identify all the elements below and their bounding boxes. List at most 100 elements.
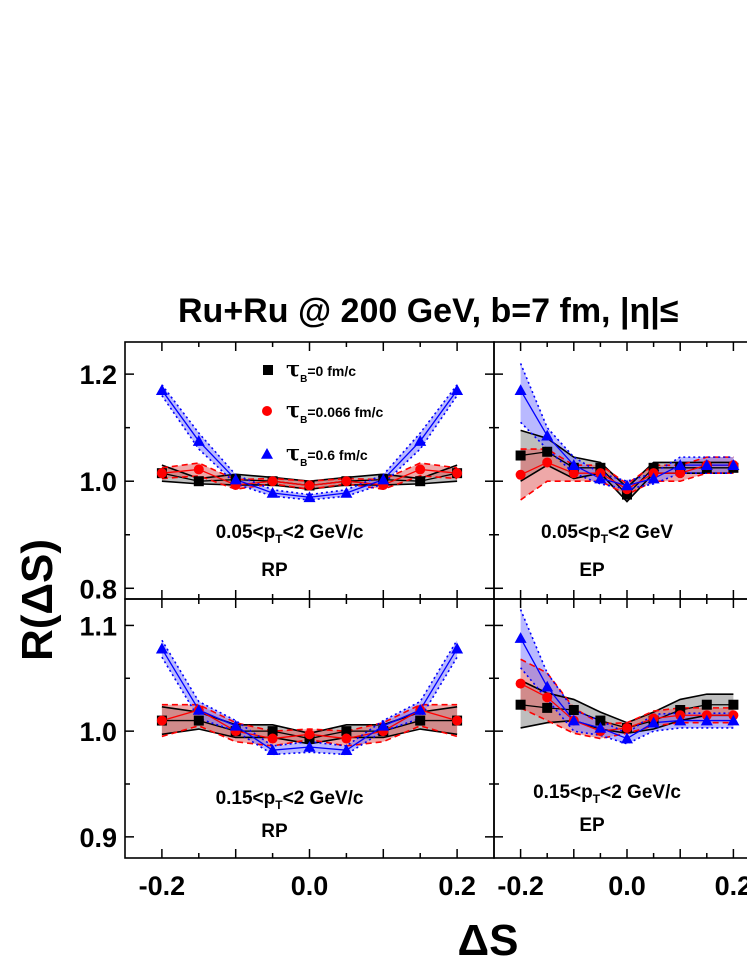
data-point-tau0 [193, 715, 204, 726]
data-point-tau066 [542, 692, 553, 703]
data-point-tau6 [303, 741, 316, 752]
data-point-tau0 [341, 726, 352, 737]
legend-label-tau6: τB=0.6 fm/c [286, 440, 368, 469]
data-point-tau066 [304, 729, 315, 740]
data-point-tau066 [156, 468, 167, 479]
band-lower-tau0 [520, 464, 734, 503]
data-point-tau066 [341, 733, 352, 744]
legend: τB=0 fm/c τB=0.066 fm/c τB=0.6 fm/c [261, 356, 383, 469]
data-point-tau6 [303, 491, 316, 503]
data-point-tau6 [451, 384, 464, 395]
data-point-tau6 [727, 459, 740, 470]
panel-plane-label: EP [579, 560, 605, 581]
data-point-tau066 [515, 678, 526, 689]
data-point-tau6 [674, 714, 687, 726]
data-point-tau6 [541, 429, 554, 441]
data-point-tau066 [622, 722, 632, 733]
data-point-tau6 [266, 744, 279, 755]
chart-title: Ru+Ru @ 200 GeV, b=7 fm, |η|≤ [178, 292, 678, 330]
x-tick-label: 0.2 [438, 871, 476, 901]
data-point-tau6 [674, 459, 687, 470]
band-lower-tau6 [519, 667, 734, 745]
y-tick-label: 1.1 [79, 611, 117, 641]
legend-marker-tau6 [261, 448, 273, 459]
data-point-tau6 [647, 472, 660, 484]
data-point-tau6 [621, 479, 633, 491]
data-point-tau066 [452, 715, 463, 726]
data-point-tau6 [514, 632, 527, 643]
data-point-tau066 [675, 468, 686, 479]
data-point-tau6 [229, 473, 242, 485]
panel-plane-label: EP [579, 815, 605, 836]
legend-label-tau0: τB=0 fm/c [286, 356, 356, 385]
panel-bottom-left: 0.9 1.0 1.1 -0.2 0.0 0.2 0.15<pT<2 GeV/c RP [79, 598, 495, 901]
data-point-tau6 [594, 472, 607, 484]
data-point-tau6 [727, 714, 740, 726]
data-point-tau0 [267, 726, 278, 737]
y-tick-label: 0.8 [79, 574, 117, 604]
data-point-tau6 [700, 459, 713, 470]
panel-plane-label: RP [261, 560, 288, 581]
plot-area [155, 384, 464, 503]
data-point-tau0 [675, 705, 686, 715]
x-tick-label: -0.2 [497, 871, 544, 901]
data-point-tau0 [622, 489, 632, 500]
x-tick-label: 0.0 [608, 871, 646, 901]
y-tick-label: 1.0 [79, 717, 117, 747]
panel-pt-label: 0.05<pT<2 GeV [541, 522, 673, 546]
data-point-tau0 [595, 462, 606, 473]
data-point-tau066 [542, 457, 553, 468]
panel-bottom-right: -0.2 0.0 0.2 0.15<pT<2 GeV/c EP [493, 598, 747, 901]
data-point-tau0 [193, 476, 204, 487]
data-point-tau066 [156, 715, 167, 726]
data-point-tau6 [377, 719, 390, 731]
data-point-tau6 [155, 642, 168, 654]
data-point-tau066 [267, 733, 278, 744]
band-upper-tau066 [520, 658, 734, 725]
data-point-tau0 [415, 715, 426, 726]
data-point-tau066 [267, 476, 278, 487]
data-point-tau066 [193, 464, 204, 475]
data-point-tau6 [700, 714, 713, 726]
data-point-tau6 [541, 680, 554, 692]
y-axis-label: R(ΔS) [13, 539, 62, 661]
legend-marker-tau066 [262, 406, 272, 416]
panels: 0.8 1.0 1.2 0.05<pT<2 GeV/c RP 0.05<pT<2 GeV E… [79, 341, 747, 901]
data-point-tau0 [415, 476, 426, 487]
data-point-tau6 [155, 384, 168, 395]
data-point-tau6 [340, 744, 353, 755]
data-point-tau6 [594, 721, 607, 733]
band-upper-tau066 [520, 448, 734, 485]
data-point-tau0 [595, 715, 606, 726]
data-point-tau066 [415, 464, 426, 475]
data-point-tau6 [567, 714, 580, 726]
x-axis-label: ΔS [458, 916, 519, 965]
data-point-tau6 [266, 486, 279, 498]
data-point-tau066 [568, 468, 579, 479]
x-tick-label: 0.2 [715, 871, 747, 901]
y-tick-label: 1.2 [79, 360, 117, 390]
data-point-tau6 [340, 486, 353, 498]
panel-top-right: 0.05<pT<2 GeV EP [493, 341, 747, 600]
panel-plane-label: RP [261, 821, 288, 842]
data-point-tau6 [414, 704, 427, 715]
band-upper-tau066 [161, 703, 458, 732]
data-point-tau6 [192, 435, 205, 446]
data-point-tau0 [542, 702, 553, 713]
panel-pt-label: 0.15<pT<2 GeV/c [216, 788, 364, 812]
plot-area [514, 609, 740, 745]
data-point-tau6 [621, 732, 633, 744]
data-point-tau6 [514, 384, 527, 395]
x-tick-label: 0.0 [291, 871, 329, 901]
data-point-tau066 [452, 468, 463, 479]
data-point-tau0 [515, 450, 526, 461]
data-point-tau0 [701, 699, 712, 710]
data-point-tau0 [728, 699, 739, 710]
data-point-tau6 [229, 719, 242, 731]
x-tick-label: -0.2 [139, 871, 186, 901]
panel-top-left: 0.8 1.0 1.2 0.05<pT<2 GeV/c RP [79, 341, 495, 604]
plot-area [514, 363, 740, 503]
data-point-tau6 [377, 473, 390, 485]
data-point-tau066 [341, 476, 352, 487]
